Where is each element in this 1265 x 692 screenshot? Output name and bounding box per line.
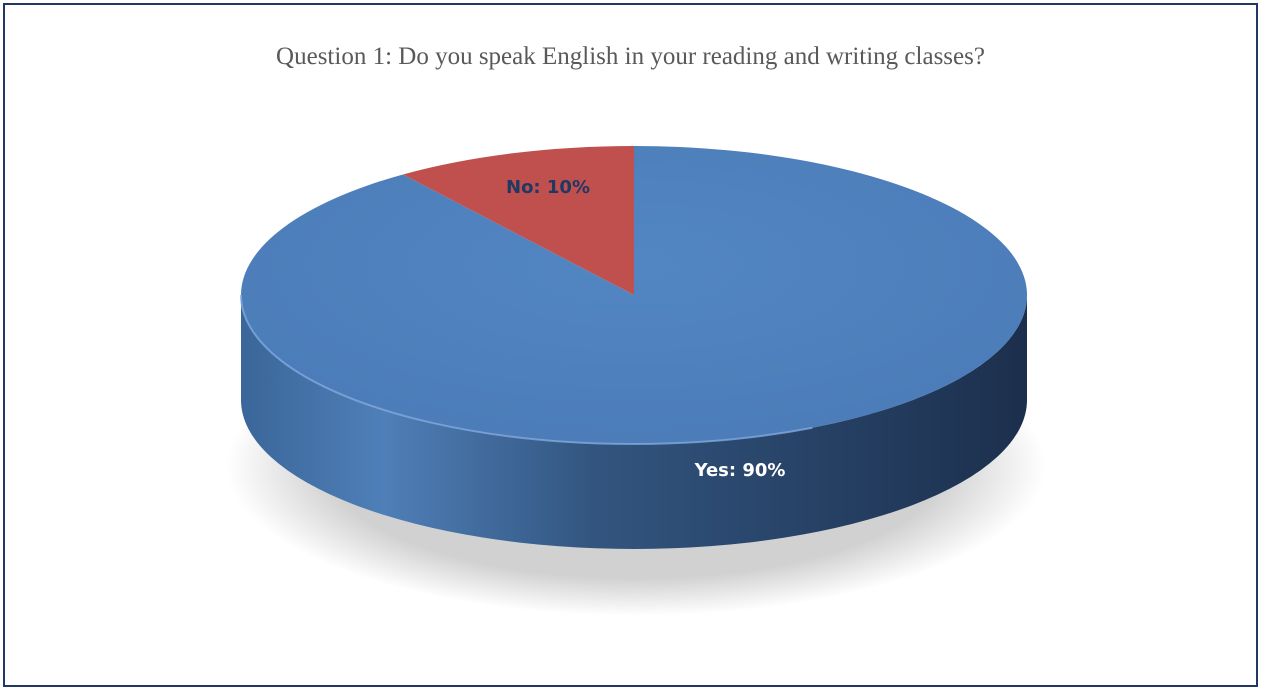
- pie-rim-highlight: [240, 294, 813, 445]
- pie-slice-no: [403, 146, 634, 295]
- chart-title: Question 1: Do you speak English in your…: [276, 43, 985, 70]
- data-label-no: No: 10%: [506, 177, 590, 198]
- pie-side-wall: [241, 295, 1027, 549]
- pie-slice-yes: [240, 146, 1028, 444]
- data-label-yes: Yes: 90%: [694, 460, 786, 481]
